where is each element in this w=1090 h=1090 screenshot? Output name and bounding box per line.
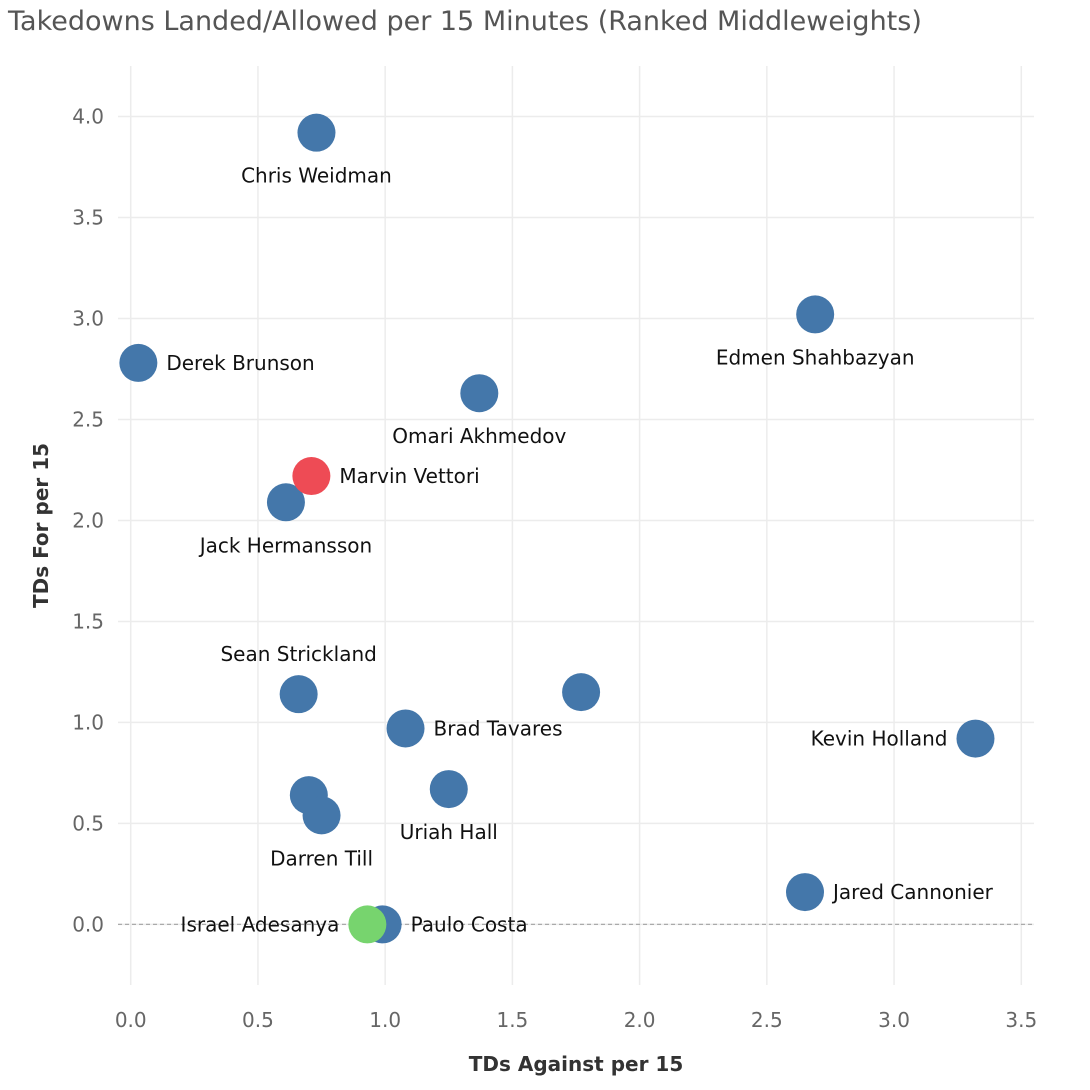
data-point bbox=[279, 675, 318, 714]
point-label: Jared Cannonier bbox=[831, 880, 994, 904]
point-label: Omari Akhmedov bbox=[392, 424, 566, 448]
point-label: Paulo Costa bbox=[411, 912, 528, 936]
x-tick-label: 1.0 bbox=[369, 1008, 401, 1032]
data-point bbox=[562, 673, 601, 712]
x-tick-label: 0.5 bbox=[242, 1008, 274, 1032]
x-tick-label: 3.0 bbox=[878, 1008, 910, 1032]
data-points bbox=[119, 113, 995, 944]
data-point bbox=[302, 796, 341, 835]
data-point bbox=[386, 709, 425, 748]
grid-layer bbox=[118, 66, 1034, 985]
y-tick-label: 0.5 bbox=[72, 811, 104, 835]
y-tick-label: 3.5 bbox=[72, 205, 104, 229]
point-label: Sean Strickland bbox=[220, 642, 376, 666]
y-tick-labels: 0.0 0.5 1.0 1.5 2.0 2.5 3.0 3.5 4.0 bbox=[72, 104, 104, 936]
point-label: Kevin Holland bbox=[811, 727, 948, 751]
point-label: Jack Hermansson bbox=[198, 533, 372, 557]
data-point bbox=[786, 873, 824, 912]
data-point bbox=[956, 719, 995, 758]
data-point bbox=[292, 457, 331, 496]
data-point bbox=[297, 113, 336, 152]
y-tick-label: 1.5 bbox=[72, 609, 104, 633]
point-label: Marvin Vettori bbox=[339, 464, 479, 488]
point-labels: Chris Weidman Edmen Shahbazyan Derek Bruns… bbox=[166, 164, 993, 937]
x-tick-label: 2.0 bbox=[624, 1008, 656, 1032]
x-tick-labels: 0.0 0.5 1.0 1.5 2.0 2.5 3.0 3.5 bbox=[115, 1008, 1037, 1032]
y-tick-label: 2.5 bbox=[72, 407, 104, 431]
point-label: Edmen Shahbazyan bbox=[716, 345, 915, 369]
x-tick-label: 0.0 bbox=[115, 1008, 147, 1032]
point-label: Uriah Hall bbox=[400, 820, 498, 844]
x-tick-label: 1.5 bbox=[496, 1008, 528, 1032]
y-tick-label: 1.0 bbox=[72, 710, 104, 734]
data-point bbox=[796, 295, 835, 334]
data-point bbox=[460, 374, 499, 413]
point-label: Derek Brunson bbox=[166, 351, 314, 375]
x-tick-label: 2.5 bbox=[751, 1008, 783, 1032]
data-point bbox=[429, 770, 468, 809]
point-label: Israel Adesanya bbox=[181, 912, 340, 936]
data-point bbox=[119, 343, 158, 382]
y-axis-title: TDs For per 15 bbox=[29, 443, 53, 608]
x-tick-label: 3.5 bbox=[1005, 1008, 1037, 1032]
chart-title: Takedowns Landed/Allowed per 15 Minutes … bbox=[8, 6, 922, 37]
point-label: Brad Tavares bbox=[434, 716, 563, 740]
y-tick-label: 0.0 bbox=[72, 912, 104, 936]
point-label: Darren Till bbox=[270, 846, 373, 870]
y-tick-label: 4.0 bbox=[72, 104, 104, 128]
x-axis-title: TDs Against per 15 bbox=[469, 1052, 683, 1076]
point-label: Chris Weidman bbox=[241, 164, 392, 188]
y-tick-label: 2.0 bbox=[72, 508, 104, 532]
data-point bbox=[266, 483, 305, 522]
data-point bbox=[348, 905, 387, 944]
y-tick-label: 3.0 bbox=[72, 306, 104, 330]
